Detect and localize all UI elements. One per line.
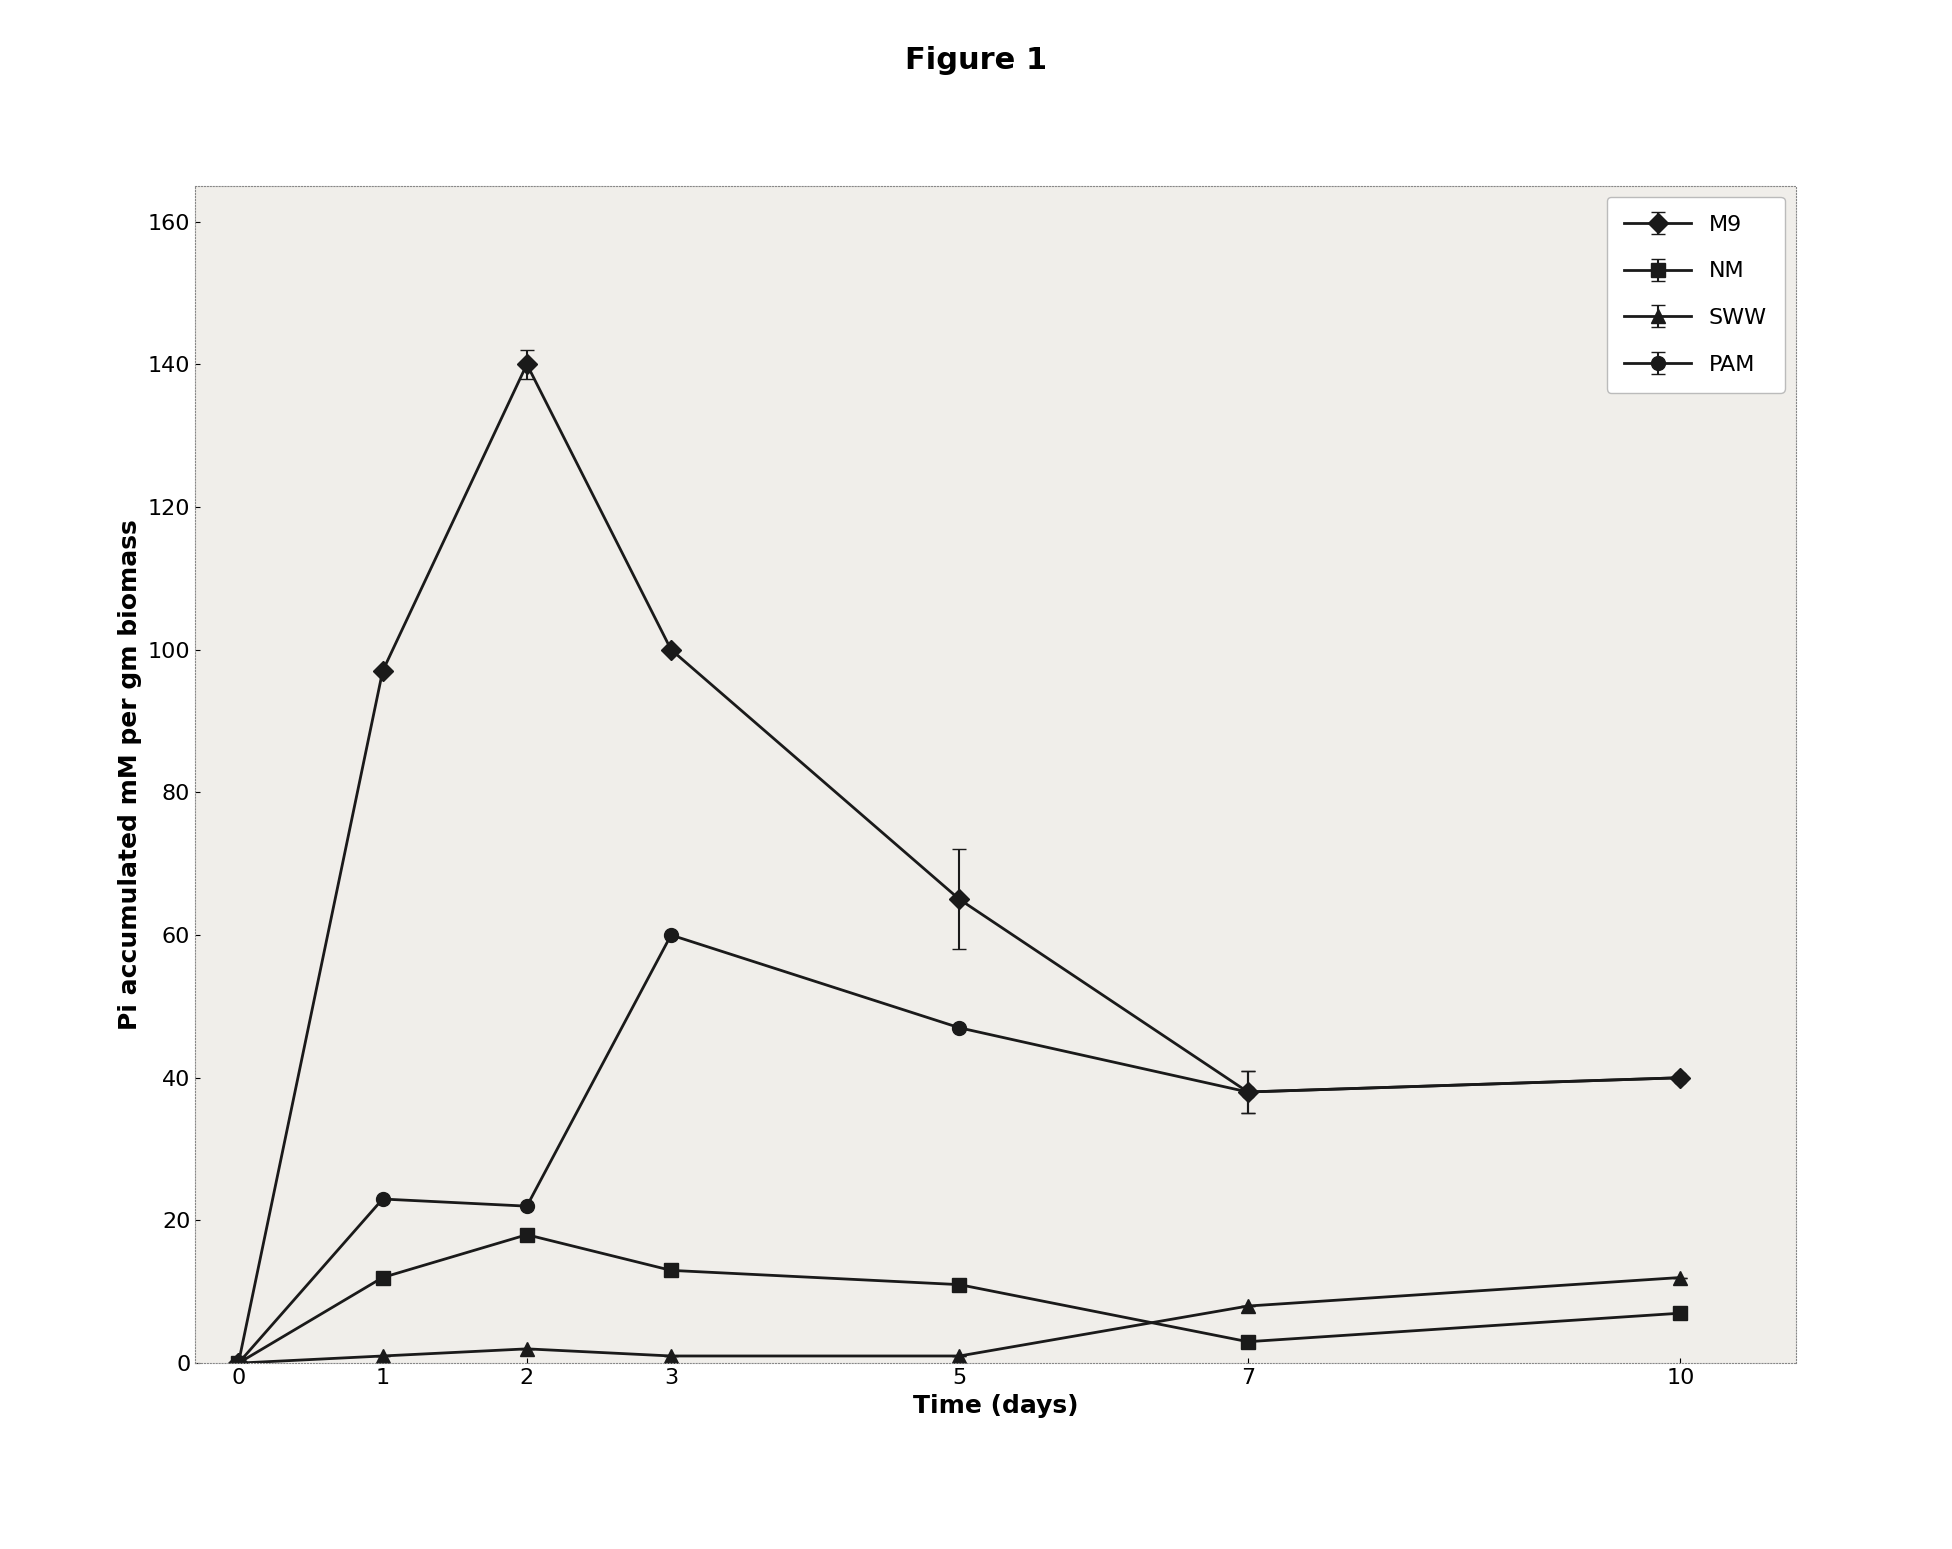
Legend: M9, NM, SWW, PAM: M9, NM, SWW, PAM xyxy=(1606,197,1784,392)
Text: Figure 1: Figure 1 xyxy=(906,46,1046,76)
Y-axis label: Pi accumulated mM per gm biomass: Pi accumulated mM per gm biomass xyxy=(119,519,142,1030)
X-axis label: Time (days): Time (days) xyxy=(914,1394,1078,1417)
